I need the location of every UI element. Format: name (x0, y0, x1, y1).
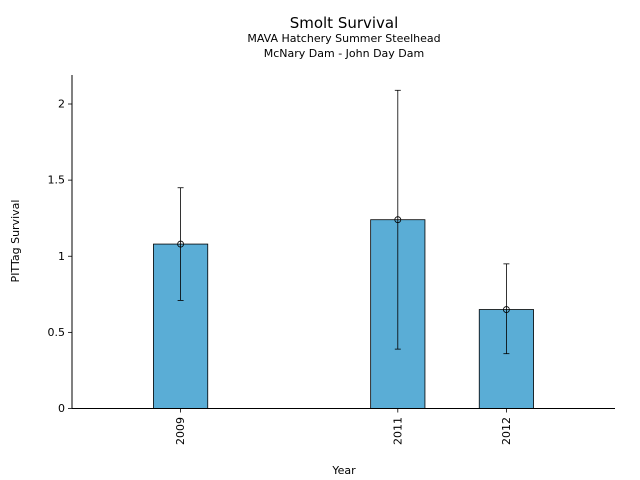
y-tick-label-0: 0 (58, 402, 65, 415)
point-marker-2012 (502, 306, 510, 313)
bars-group (153, 219, 534, 409)
y-tick-label-3: 1.5 (48, 174, 66, 187)
x-tick-label-2009: 2009 (174, 417, 187, 445)
chart-title: Smolt Survival (290, 14, 399, 32)
y-tick-label-1: 0.5 (48, 326, 66, 339)
chart-subtitle-line-1: MAVA Hatchery Summer Steelhead (247, 32, 440, 45)
y-tick-label-2: 1 (58, 250, 65, 263)
y-axis-label: PITTag Survival (9, 200, 22, 283)
point-marker-2009 (177, 240, 185, 248)
error-bars-group (177, 89, 510, 355)
y-ticks-group: 0 0.5 1 1.5 2 (48, 98, 72, 415)
x-axis-label: Year (331, 464, 356, 477)
point-marker-2011 (394, 216, 402, 224)
x-tick-label-2011: 2011 (391, 417, 404, 445)
chart-subtitle-line-2: McNary Dam - John Day Dam (264, 47, 424, 60)
x-ticks-group: 2009 2011 2012 (174, 408, 513, 445)
x-tick-label-2012: 2012 (500, 417, 513, 445)
y-tick-label-4: 2 (58, 98, 65, 111)
